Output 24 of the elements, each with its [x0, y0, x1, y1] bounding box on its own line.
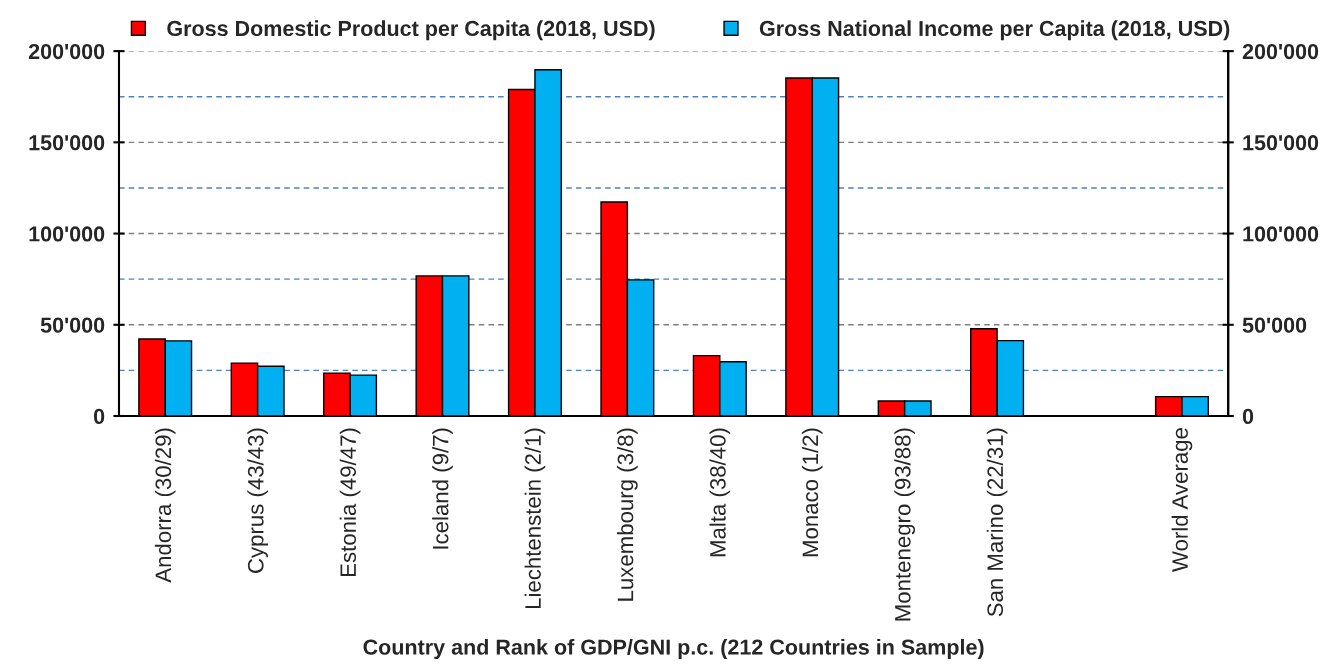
y2-tick-label: 200'000	[1242, 43, 1319, 60]
x-tick-label: Andorra (30/29)	[154, 428, 176, 583]
y2-tick-label: 50'000	[1242, 317, 1307, 333]
y2-tick-label: 150'000	[1243, 135, 1319, 151]
x-tick-label: Monaco (1/2)	[801, 428, 823, 557]
y-tick-label: 50'000	[40, 317, 105, 333]
y-tick-label: 0	[93, 408, 105, 425]
y-tick-label: 150'000	[29, 135, 105, 151]
y2-tick-label: 0	[1242, 408, 1254, 425]
x-tick-label: Malta (38/40)	[709, 428, 731, 557]
x-tick-label: Iceland (9/7)	[432, 428, 453, 549]
x-tick-label: Montenegro (93/88)	[894, 428, 916, 621]
y2-tick-label: 100'000	[1243, 226, 1319, 242]
y-tick-label: 100'000	[29, 226, 105, 242]
x-tick-label: Liechtenstein (2/1)	[524, 428, 546, 609]
x-tick-label: Luxembourg (3/8)	[617, 428, 638, 601]
x-tick-label: San Marino (22/31)	[986, 428, 1008, 617]
x-tick-label: World Average	[1171, 428, 1193, 572]
x-tick-label: Estonia (49/47)	[339, 428, 361, 576]
x-tick-label: Cyprus (43/43)	[247, 428, 268, 573]
x-axis-title: Country and Rank of GDP/GNI p.c. (212 Countries in Sample)	[363, 638, 984, 659]
legend-label: Gross Domestic Product per Capita (2018, USD)	[167, 20, 655, 41]
y-tick-label: 200'000	[28, 43, 105, 60]
legend-label: Gross National Income per Capita (2018, USD)	[759, 20, 1230, 41]
